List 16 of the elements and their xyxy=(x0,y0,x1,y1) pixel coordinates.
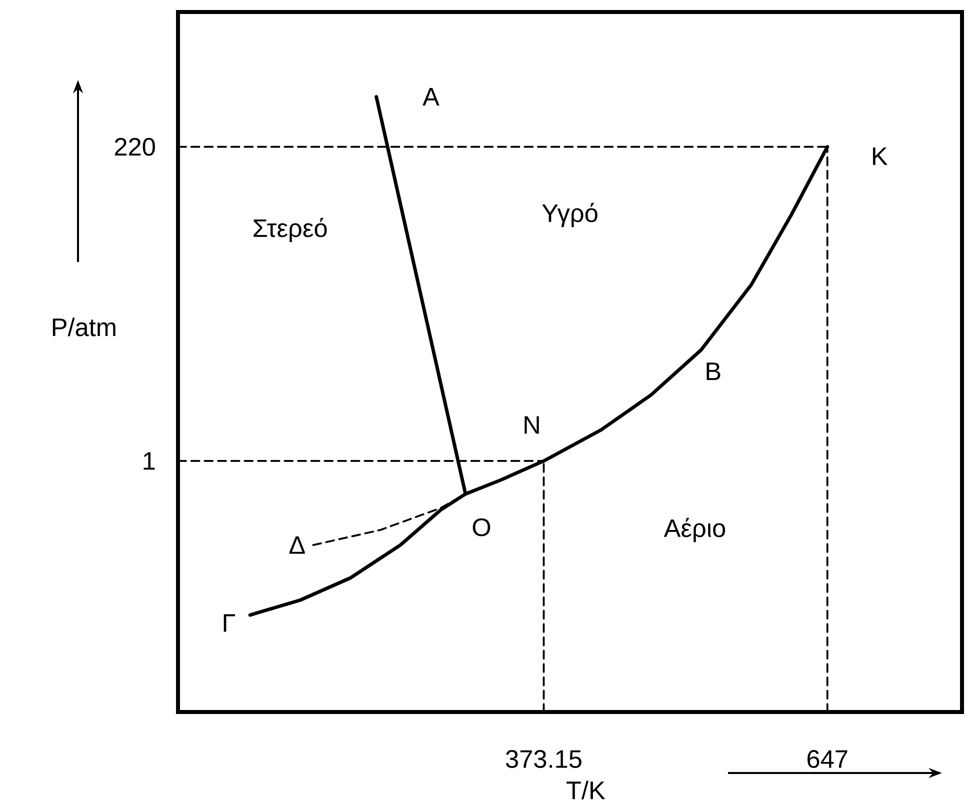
x-tick-label: 647 xyxy=(808,750,848,768)
annotation: A xyxy=(422,88,440,106)
x-tick-label: 373.15 xyxy=(506,750,582,768)
annotation: Γ xyxy=(224,614,236,632)
y-axis-title: P/atm xyxy=(52,318,116,336)
annotation: K xyxy=(872,147,888,165)
annotation: N xyxy=(524,416,539,434)
annotation: O xyxy=(472,518,490,536)
annotation: Αέριο xyxy=(664,518,726,542)
annotation: Υγρό xyxy=(542,202,598,228)
annotation: B xyxy=(706,362,720,380)
y-tick-label: 1 xyxy=(144,452,155,470)
annotation: Δ xyxy=(289,536,305,554)
annotation: Στερεό xyxy=(254,218,327,242)
y-tick-label: 220 xyxy=(114,138,155,156)
x-axis-title: T/K xyxy=(566,780,606,800)
